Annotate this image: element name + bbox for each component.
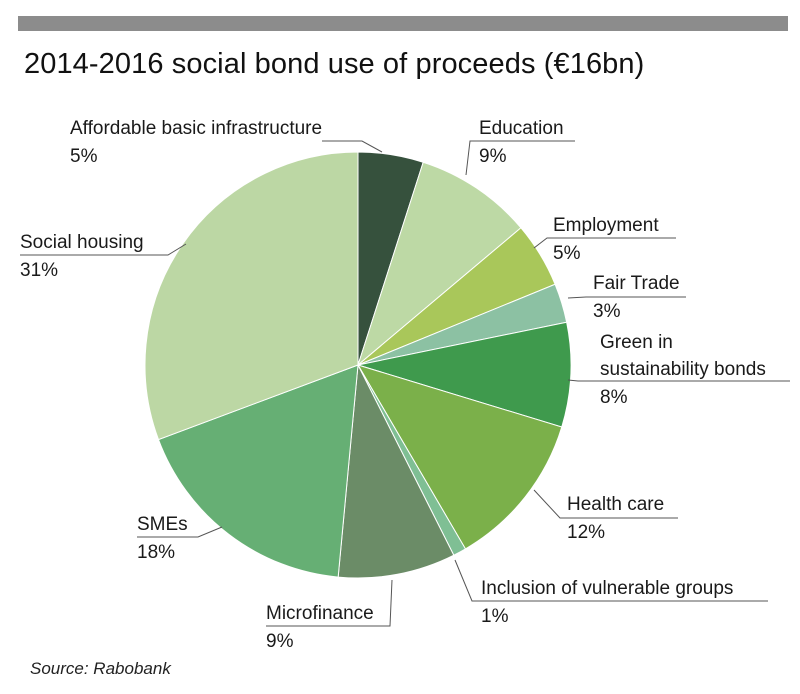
leader-line-inclusion-of-vulnerable-groups	[454, 559, 768, 602]
slice-value-education: 9%	[479, 146, 507, 167]
slice-value-smes: 18%	[137, 542, 175, 563]
leader-line-microfinance	[266, 579, 393, 627]
leader-line-green-in-sustainability-bonds	[567, 379, 790, 382]
pie-slice-health-care	[356, 364, 563, 550]
slice-label-smes: SMEs	[137, 514, 188, 535]
leader-line-social-housing	[20, 243, 187, 256]
slice-label-microfinance: Microfinance	[266, 603, 374, 624]
pie-slice-education	[356, 161, 522, 367]
source-note: Source: Rabobank	[30, 659, 171, 678]
slice-value-green-in-sustainability-bonds: 8%	[600, 387, 628, 408]
leader-line-smes	[137, 526, 223, 538]
slice-label-health-care: Health care	[567, 494, 664, 515]
chart-title: 2014-2016 social bond use of proceeds (€…	[24, 48, 645, 80]
leader-line-education	[465, 140, 575, 176]
slice-value-fair-trade: 3%	[593, 301, 621, 322]
slice-value-inclusion-of-vulnerable-groups: 1%	[481, 606, 509, 627]
leader-line-fair-trade	[567, 296, 686, 299]
slice-label-social-housing: Social housing	[20, 232, 144, 253]
slice-label-fair-trade: Fair Trade	[593, 273, 680, 294]
slice-value-employment: 5%	[553, 243, 581, 264]
leader-line-employment	[533, 237, 676, 249]
slice-label-education: Education	[479, 118, 564, 139]
slice-label-green-in-sustainability-bonds: Green in	[600, 332, 673, 353]
slice-value-affordable-basic-infrastructure: 5%	[70, 146, 98, 167]
pie-slice-green-in-sustainability-bonds	[357, 321, 572, 428]
slice-value-microfinance: 9%	[266, 631, 294, 652]
top-rule-bar	[18, 16, 788, 31]
slice-label-affordable-basic-infrastructure: Affordable basic infrastructure	[70, 118, 322, 139]
pie-slice-microfinance	[337, 363, 455, 579]
slice-label-employment: Employment	[553, 215, 659, 236]
slice-value-health-care: 12%	[567, 522, 605, 543]
pie-slice-social-housing	[144, 151, 359, 441]
slice-value-social-housing: 31%	[20, 260, 58, 281]
leader-line-health-care	[533, 489, 678, 519]
slice-label-inclusion-of-vulnerable-groups: Inclusion of vulnerable groups	[481, 578, 733, 599]
leader-line-affordable-basic-infrastructure	[322, 140, 383, 153]
pie-slice-smes	[157, 364, 359, 578]
slice-label-green-in-sustainability-bonds: sustainability bonds	[600, 359, 766, 380]
